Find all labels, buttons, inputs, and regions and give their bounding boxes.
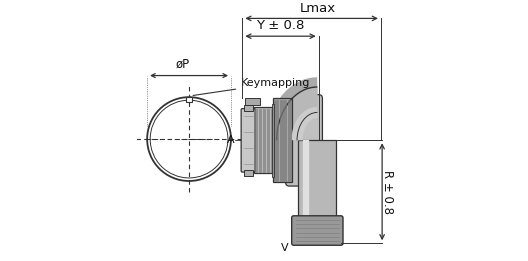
Text: Lmax: Lmax [299, 2, 335, 15]
Text: øP: øP [176, 58, 190, 71]
Bar [273, 98, 292, 182]
Text: R ± 0.8: R ± 0.8 [381, 170, 394, 214]
FancyBboxPatch shape [286, 94, 323, 186]
Text: V: V [280, 240, 301, 253]
Bar [244, 170, 252, 176]
Text: A: A [227, 135, 271, 145]
FancyBboxPatch shape [291, 216, 343, 245]
Bar [245, 98, 260, 105]
Bar [298, 140, 336, 218]
Bar [254, 107, 273, 173]
Bar [186, 97, 192, 102]
PathPatch shape [277, 87, 317, 140]
Bar [271, 104, 274, 177]
FancyBboxPatch shape [241, 109, 255, 172]
Bar [244, 105, 252, 111]
Text: Y ± 0.8: Y ± 0.8 [256, 19, 305, 32]
Text: Keymapping: Keymapping [193, 78, 310, 96]
